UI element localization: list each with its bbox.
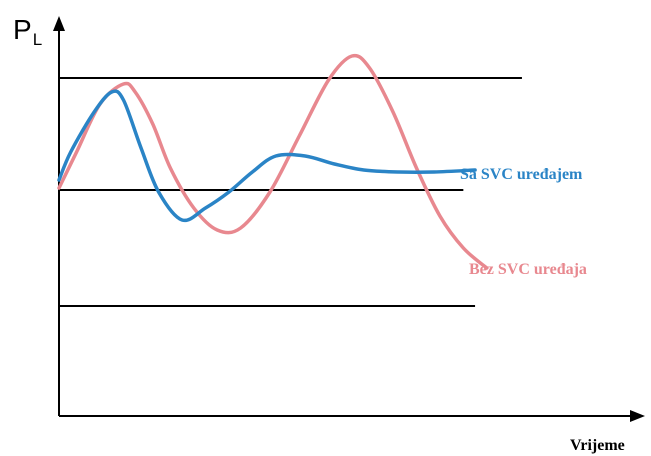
y-axis-label: PL	[13, 14, 42, 49]
y-axis-arrow-icon	[53, 16, 65, 31]
y-axis-label-main: P	[13, 14, 32, 45]
x-axis-arrow-icon	[630, 410, 645, 422]
series-layer	[57, 53, 489, 270]
series-line-bez-svc	[57, 53, 489, 270]
series-label-bez-svc: Bez SVC uređaja	[469, 261, 587, 278]
axes	[53, 16, 645, 422]
y-axis-label-sub: L	[33, 30, 42, 49]
series-label-sa-svc: Sa SVC uređajem	[460, 166, 583, 183]
series-line-sa-svc	[57, 89, 477, 223]
reference-lines	[59, 77, 522, 307]
x-axis-label: Vrijeme	[570, 437, 625, 454]
